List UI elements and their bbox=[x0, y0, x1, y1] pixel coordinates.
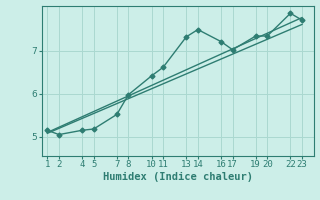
X-axis label: Humidex (Indice chaleur): Humidex (Indice chaleur) bbox=[103, 172, 252, 182]
